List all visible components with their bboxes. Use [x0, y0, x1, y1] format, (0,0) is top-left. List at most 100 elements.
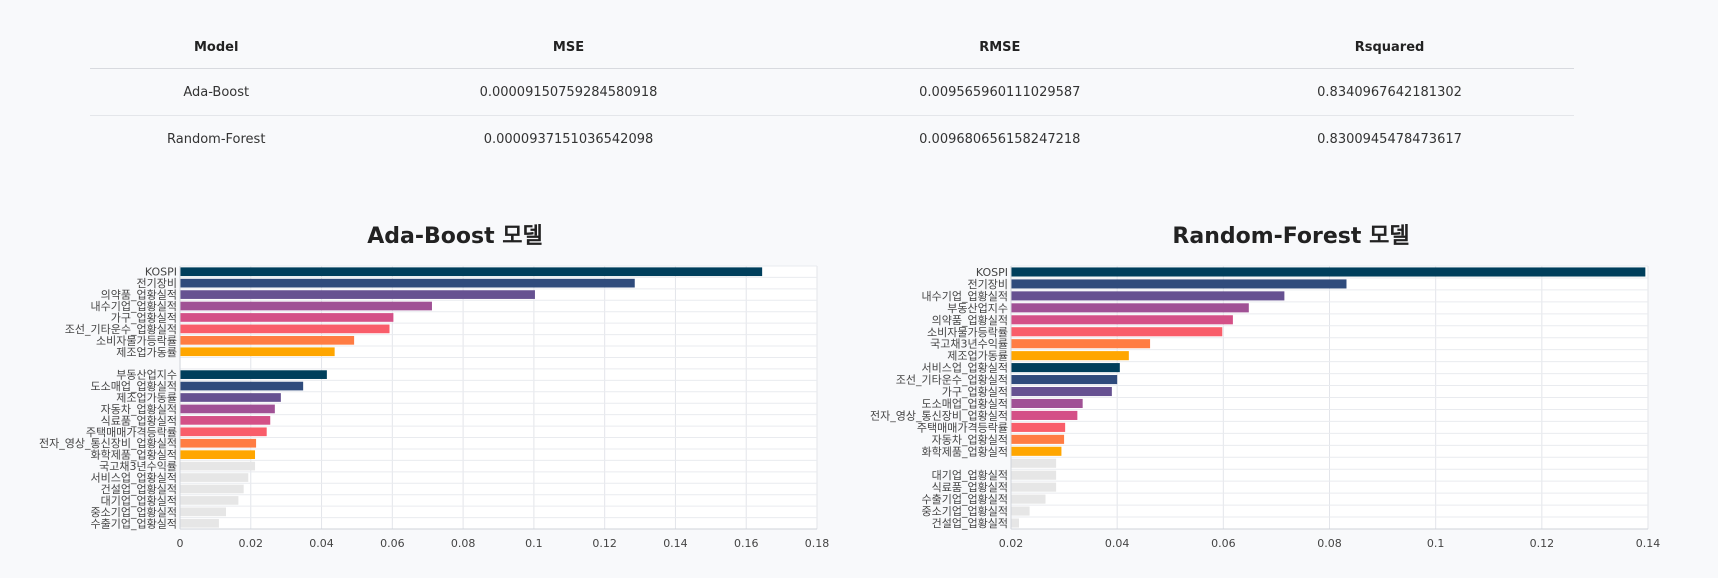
header-rsquared: Rsquared — [1205, 26, 1574, 69]
x-tick-label: 0 — [177, 537, 184, 550]
bar — [180, 496, 239, 505]
cell-mse: 0.0000937151036542098 — [483, 131, 654, 147]
header-rmse: RMSE — [794, 26, 1206, 69]
bar — [1011, 267, 1646, 277]
y-category-label: 내수기업_업황실적 — [922, 290, 1008, 303]
bar — [1011, 446, 1062, 456]
y-category-label: 주택매매가격등락률 — [917, 421, 1008, 434]
x-tick-label: 0.06 — [380, 537, 405, 550]
bar — [1011, 494, 1046, 504]
bar — [180, 404, 275, 414]
y-category-label: 도소매업_업황실적 — [91, 380, 177, 393]
bar — [1011, 434, 1065, 444]
y-category-label: 소비자물가등락률 — [927, 326, 1008, 339]
cell-rmse: 0.00956596011102958​7 — [794, 68, 1206, 116]
bar — [1011, 351, 1129, 361]
header-mse: MSE — [342, 26, 795, 69]
x-tick-label: 0.04 — [1105, 537, 1130, 550]
x-tick-label: 0.02 — [999, 537, 1024, 550]
bar — [1011, 339, 1151, 349]
bar — [180, 507, 227, 517]
header-model: Model — [90, 26, 343, 69]
bar — [1011, 327, 1223, 337]
x-tick-label: 0.14 — [663, 537, 688, 550]
y-category-label: KOSPI — [145, 266, 177, 279]
y-category-label: 국고채3년수익률 — [99, 460, 177, 473]
table-header-row: Model MSE RMSE Rsquared — [90, 26, 1574, 69]
bar — [180, 301, 432, 311]
y-category-label: KOSPI — [976, 266, 1008, 279]
y-category-label: 조선_기타운수_업황실적 — [65, 323, 177, 336]
bar — [1011, 363, 1120, 373]
x-tick-label: 0.08 — [451, 537, 476, 550]
x-tick-label: 0.06 — [1211, 537, 1236, 550]
metrics-table: Model MSE RMSE Rsquared Ada-Boost 0.0000… — [90, 26, 1574, 162]
y-category-label: 식료품_업황실적 — [101, 414, 177, 427]
x-tick-label: 0.04 — [309, 537, 334, 550]
bar — [180, 473, 249, 482]
y-category-label: 중소기업_업황실적 — [91, 506, 177, 519]
bar — [180, 335, 355, 345]
bar — [1011, 518, 1019, 528]
y-category-label: 조선_기타운수_업황실적 — [896, 374, 1008, 387]
bar — [1011, 279, 1347, 289]
y-category-label: 제조업가동률 — [116, 392, 177, 405]
bar — [1011, 422, 1066, 432]
x-tick-label: 0.14 — [1636, 537, 1661, 550]
x-tick-label: 0.18 — [805, 537, 830, 550]
y-category-label: 국고채3년수익률 — [930, 338, 1008, 351]
y-category-label: 화학제품_업황실적 — [91, 449, 177, 462]
x-tick-label: 0.1 — [525, 537, 543, 550]
random-forest-chart-title: Random-Forest 모델 — [1172, 224, 1410, 249]
y-category-label: 도소매업_업황실적 — [922, 397, 1008, 410]
bar — [1011, 303, 1249, 313]
y-category-label: 대기업_업황실적 — [101, 494, 177, 507]
cell-model: Random-Forest — [167, 131, 266, 147]
bar — [1011, 398, 1083, 409]
bar — [180, 347, 335, 357]
bar — [1011, 470, 1057, 480]
y-category-label: 서비스업_업황실적 — [91, 472, 177, 485]
y-category-label: 가구_업황실적 — [942, 386, 1008, 399]
y-category-label: 중소기업_업황실적 — [922, 505, 1008, 518]
bar — [180, 461, 256, 471]
bar — [180, 450, 256, 460]
bar — [180, 278, 635, 288]
y-category-label: 소비자물가등락률 — [96, 334, 177, 347]
cell-rmse: 0.00968065615824721​8 — [919, 131, 1081, 147]
cell-model: Ada-Boost — [90, 68, 343, 116]
cell-rsquared: 0.8300945478473617 — [1317, 131, 1462, 147]
x-tick-label: 0.1 — [1427, 537, 1445, 550]
y-category-label: 수출기업_업황실적 — [91, 517, 177, 530]
x-tick-label: 0.16 — [734, 537, 759, 550]
bar — [1011, 482, 1057, 492]
y-category-label: 건설업_업황실적 — [101, 483, 177, 496]
bar — [180, 290, 535, 299]
bar — [180, 381, 304, 391]
y-category-label: 대기업_업황실적 — [932, 469, 1008, 482]
y-category-label: 전자_영상_통신장비_업황실적 — [39, 437, 177, 450]
bar — [180, 370, 327, 379]
y-category-label: 건설업_업황실적 — [932, 517, 1008, 530]
bar — [180, 427, 267, 437]
cell-mse: 0.0000915075928458091​8 — [342, 68, 795, 116]
x-tick-label: 0.12 — [1530, 537, 1555, 550]
y-category-label: 수출기업_업황실적 — [922, 493, 1008, 506]
y-category-label: 서비스업_업황실적 — [922, 362, 1008, 375]
y-category-label: 의약품_업황실적 — [101, 288, 177, 302]
y-category-label: 전자_영상_통신장비_업황실적 — [870, 409, 1008, 422]
bar — [1011, 375, 1118, 385]
bar — [1011, 410, 1078, 420]
cell-rsquared: 0.8340967642181302 — [1205, 68, 1574, 116]
y-category-label: 화학제품_업황실적 — [922, 445, 1008, 458]
table-row: Random-Forest 0.0000937151036542098 0.00… — [90, 116, 1574, 163]
bar — [180, 484, 244, 494]
bar — [180, 438, 257, 448]
y-category-label: 제조업가동률 — [116, 346, 177, 359]
y-category-label: 의약품_업황실적 — [932, 313, 1008, 327]
bar — [1011, 291, 1285, 301]
x-tick-label: 0.12 — [592, 537, 617, 550]
y-category-label: 제조업가동률 — [947, 350, 1008, 363]
y-category-label: 가구_업황실적 — [111, 311, 177, 324]
